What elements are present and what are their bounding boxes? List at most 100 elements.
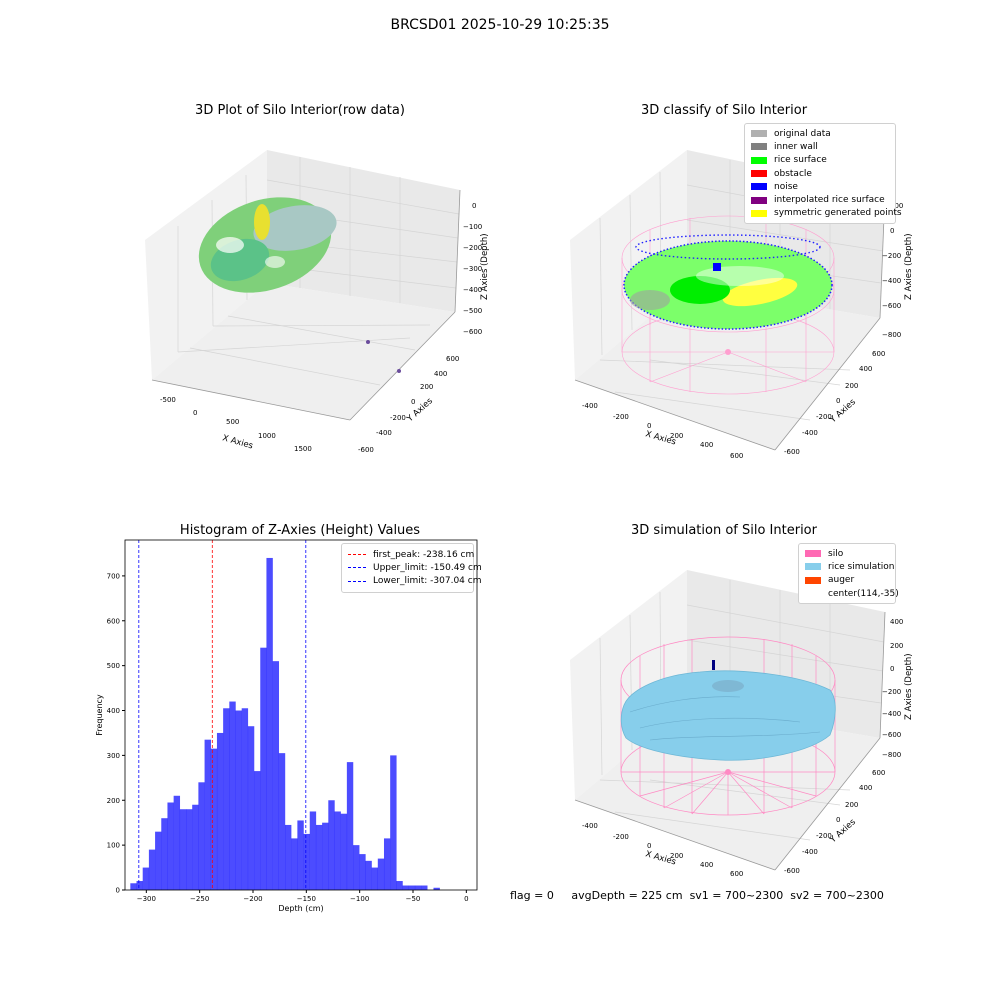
legend-swatch	[751, 130, 767, 138]
simulation-z-tick: −800	[882, 751, 901, 759]
histogram-bar	[278, 753, 286, 890]
histogram-bar	[396, 881, 403, 890]
raw-x-label: X Axies	[221, 433, 254, 451]
histogram-bar	[272, 661, 280, 890]
simulation-z-tick: 0	[890, 665, 894, 673]
simulation-x-tick: 0	[647, 842, 651, 850]
legend-swatch	[805, 590, 821, 597]
histogram-y-tick-label: 100	[107, 842, 120, 850]
histogram-x-tick-label: −100	[350, 895, 369, 903]
histogram-bar	[359, 854, 366, 890]
histogram-bar	[216, 732, 224, 890]
legend-swatch	[805, 550, 821, 558]
classify-y-tick: 200	[845, 382, 858, 390]
legend-label: silo	[828, 548, 844, 559]
histogram-bar	[353, 845, 360, 890]
histogram-bar	[383, 838, 391, 890]
histogram-bar	[297, 820, 304, 890]
histogram-title: Histogram of Z-Axies (Height) Values	[179, 523, 421, 538]
classify-z-tick: 0	[890, 227, 894, 235]
classify-z-tick: −800	[882, 331, 901, 339]
classify-z-tick: −400	[882, 277, 901, 285]
histogram-bar	[322, 822, 329, 890]
histogram-bar	[173, 795, 181, 890]
classify-x-tick: 0	[647, 422, 651, 430]
raw-z-tick: −600	[463, 328, 482, 336]
raw-y-tick: 600	[446, 355, 459, 363]
histogram-bar	[186, 809, 193, 890]
histogram-bar	[334, 811, 341, 890]
classify-z-tick: −200	[882, 252, 901, 260]
simulation-z-label: Z Axies (Depth)	[904, 653, 914, 720]
histogram-y-tick-label: 0	[116, 887, 120, 895]
histogram-bar	[229, 701, 236, 890]
classify-x-tick: 400	[700, 441, 713, 449]
legend-label: noise	[774, 181, 798, 192]
raw-x-tick: 1500	[294, 445, 312, 453]
histogram-bar	[136, 881, 143, 890]
legend-item: Lower_limit: -307.04 cm	[348, 575, 481, 588]
raw-z-tick: 0	[472, 202, 476, 210]
histogram-bar	[241, 708, 249, 890]
histogram-bar	[421, 885, 428, 890]
status-avg-depth: avgDepth = 225 cm	[571, 889, 683, 902]
classify-x-tick: 600	[730, 452, 743, 460]
legend-label: symmetric generated points	[774, 208, 902, 219]
histogram-x-tick-label: −300	[137, 895, 156, 903]
histogram-legend: first_peak: -238.16 cm Upper_limit: -150…	[341, 543, 482, 593]
simulation-3d-plot: -400 -200 0 200 400 600 -600 -400 -200 0…	[570, 570, 914, 878]
raw-x-tick: 1000	[258, 432, 276, 440]
simulation-y-tick: 600	[872, 769, 885, 777]
histogram-bar	[223, 708, 230, 890]
classify-y-tick: 400	[859, 365, 872, 373]
simulation-z-tick: −600	[882, 731, 901, 739]
legend-item: auger	[805, 574, 889, 587]
legend-swatch	[751, 209, 767, 217]
simulation-z-tick: −200	[882, 688, 901, 696]
raw-z-tick: −400	[463, 286, 482, 294]
simulation-y-tick: -400	[802, 848, 818, 856]
histogram-bar	[408, 885, 416, 890]
simulation-z-tick: −400	[882, 710, 901, 718]
classify-y-tick: 600	[872, 350, 885, 358]
histogram-y-tick-label: 200	[107, 797, 120, 805]
histogram-bar	[260, 647, 267, 890]
legend-label: original data	[774, 128, 831, 139]
classify-y-tick: -200	[816, 413, 832, 421]
legend-item: noise	[751, 180, 889, 193]
histogram-bar	[148, 849, 156, 890]
legend-item: inner wall	[751, 140, 889, 153]
histogram-bar	[179, 809, 187, 890]
status-flag: flag = 0	[510, 889, 554, 902]
raw-x-tick: -500	[160, 396, 176, 404]
legend-label: auger	[828, 575, 855, 586]
simulation-x-tick: 600	[730, 870, 743, 878]
status-line: flag = 0 avgDepth = 225 cm sv1 = 700~230…	[510, 889, 910, 902]
histogram-bar	[371, 867, 378, 890]
legend-swatch	[751, 196, 767, 204]
legend-label: first_peak: -238.16 cm	[373, 549, 475, 560]
raw-y-tick: -600	[358, 446, 374, 454]
histogram-bar	[266, 557, 273, 890]
histogram-y-tick-label: 600	[107, 617, 120, 625]
legend-line	[348, 554, 366, 556]
histogram-bar	[346, 762, 354, 890]
classify-y-tick: -400	[802, 429, 818, 437]
histogram-y-tick-label: 500	[107, 662, 120, 670]
legend-item: original data	[751, 127, 889, 140]
histogram-axes-frame	[124, 539, 478, 891]
raw-3d-plot: -500 0 500 1000 1500 -600 -400 -200 0 20…	[145, 150, 490, 454]
legend-item: first_peak: -238.16 cm	[348, 548, 474, 561]
raw-y-tick: 400	[434, 370, 447, 378]
histogram-y-label: Frequency	[95, 694, 104, 736]
legend-item: center(114,-35)	[805, 587, 899, 600]
simulation-z-tick: 200	[890, 642, 903, 650]
histogram-y-tick-label: 700	[107, 572, 120, 580]
histogram-bar	[247, 726, 255, 890]
histogram-bar	[315, 824, 323, 890]
simulation-legend: silo rice simulation auger center(114,-3…	[798, 543, 899, 605]
simulation-x-tick: -400	[582, 822, 598, 830]
histogram-bar	[390, 755, 397, 890]
simulation-x-tick: 200	[670, 852, 683, 860]
classify-3d-plot: -400 -200 0 200 400 600 -600 -400 -200 0…	[570, 150, 914, 460]
